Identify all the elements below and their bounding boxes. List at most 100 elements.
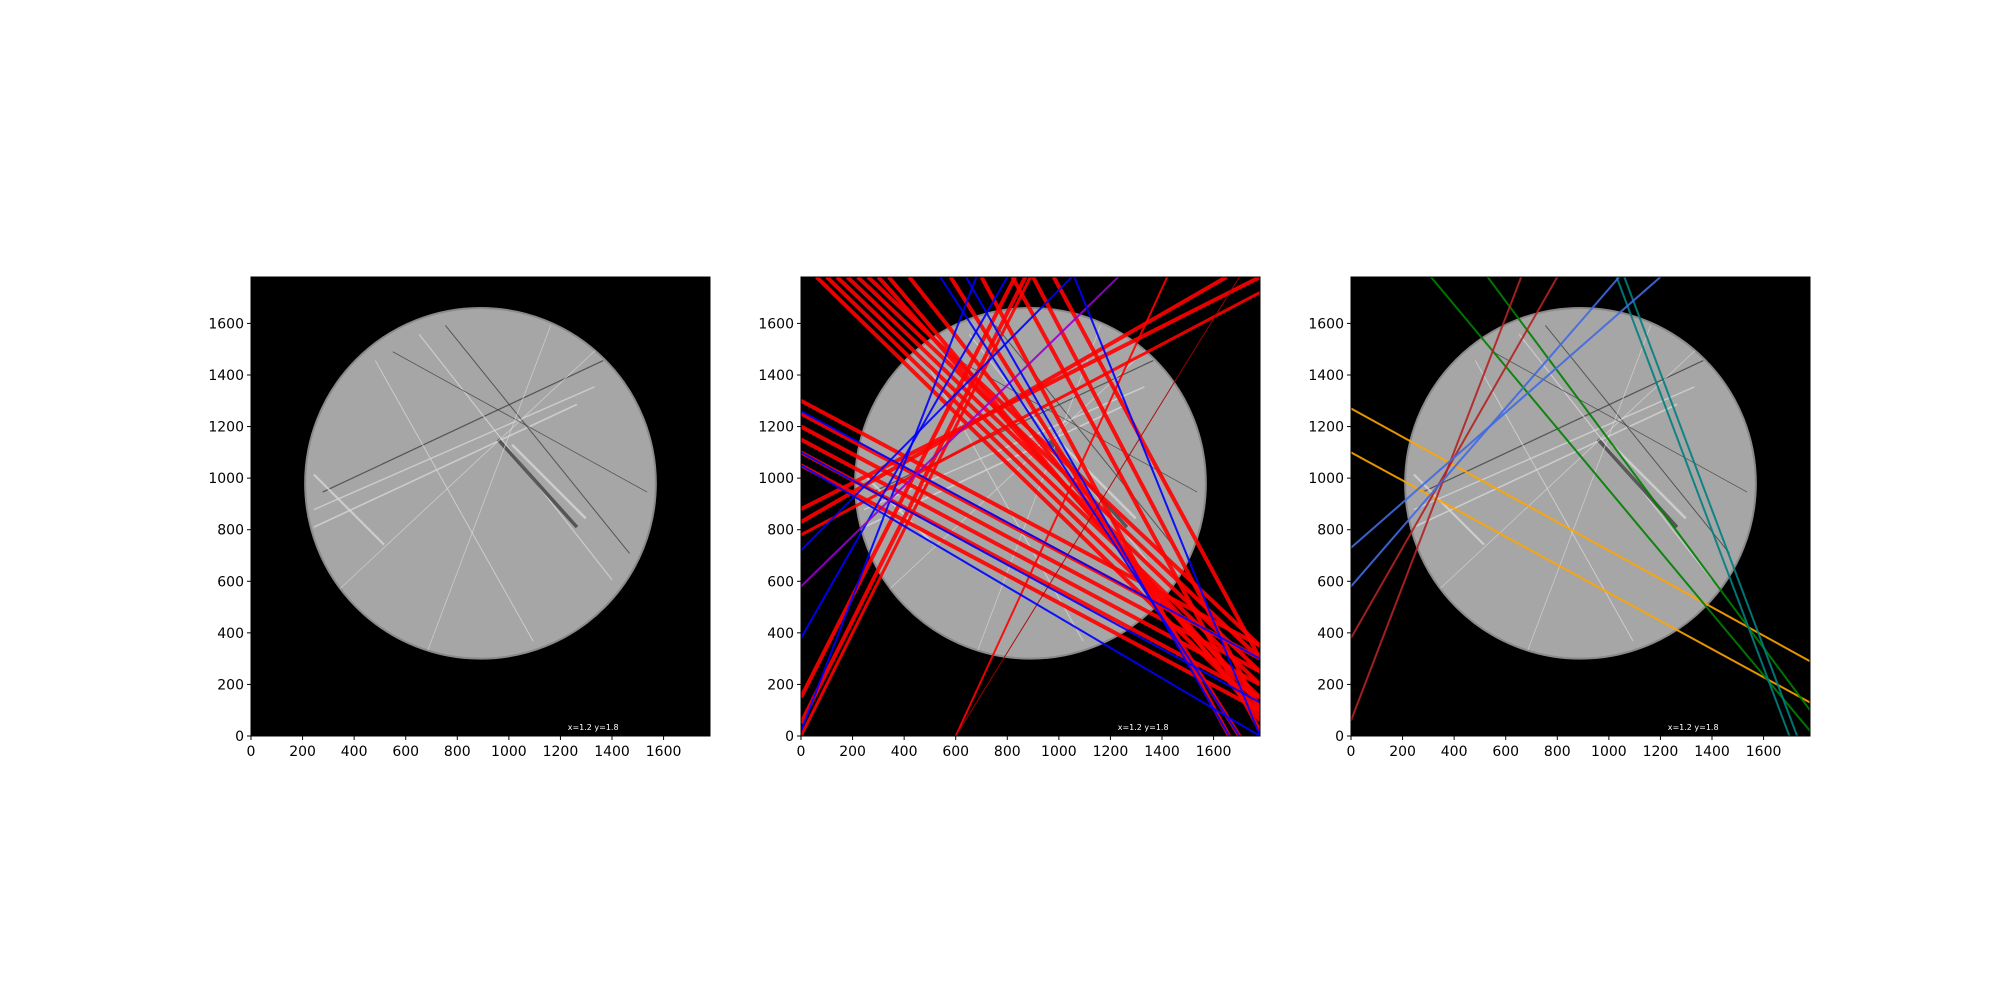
streak bbox=[496, 438, 579, 529]
x-tick-label: 200 bbox=[289, 744, 316, 760]
y-tick-label: 400 bbox=[1317, 626, 1344, 642]
axes-frame bbox=[800, 276, 1261, 737]
detected-line bbox=[801, 277, 1009, 639]
x-tick-label: 600 bbox=[1492, 744, 1519, 760]
streak bbox=[313, 386, 595, 511]
image-stamp: x=1.2 y=1.8 bbox=[1668, 723, 1719, 732]
streak bbox=[392, 351, 648, 493]
plot-area bbox=[1351, 277, 1810, 736]
x-tick-label: 0 bbox=[1347, 744, 1356, 760]
detected-line bbox=[801, 410, 1260, 660]
axes-frame bbox=[1350, 276, 1811, 737]
x-tick-label: 1600 bbox=[646, 744, 682, 760]
y-tick-label: 800 bbox=[217, 523, 244, 539]
detected-line bbox=[1073, 277, 1260, 736]
x-tick-label: 1000 bbox=[1591, 744, 1627, 760]
plot-area bbox=[251, 277, 710, 736]
image-stamp: x=1.2 y=1.8 bbox=[1118, 723, 1169, 732]
streak bbox=[1545, 325, 1730, 554]
x-tick-label: 1200 bbox=[543, 744, 579, 760]
y-tick-label: 600 bbox=[217, 574, 244, 590]
x-tick-label: 1400 bbox=[1694, 744, 1730, 760]
x-tick-label: 400 bbox=[891, 744, 918, 760]
detected-line bbox=[801, 424, 1260, 674]
detected-line bbox=[1051, 277, 1260, 660]
streak bbox=[339, 342, 604, 589]
detected-line bbox=[965, 277, 1230, 736]
streak bbox=[1061, 443, 1137, 520]
disk-texture bbox=[313, 325, 648, 651]
y-tick-label: 800 bbox=[767, 523, 794, 539]
detected-line bbox=[939, 277, 1241, 736]
x-tick-label: 600 bbox=[942, 744, 969, 760]
panel-original: x=1.2 y=1.8 0 200 400 600 800 1000 1200 1400 1600… bbox=[208, 276, 711, 760]
streak bbox=[427, 325, 552, 651]
detected-line bbox=[801, 277, 1260, 511]
detected-line bbox=[948, 277, 1242, 736]
streak bbox=[863, 473, 935, 546]
detected-line bbox=[1351, 407, 1810, 663]
x-tick-label: 800 bbox=[994, 744, 1021, 760]
y-tick-label: 600 bbox=[1317, 574, 1344, 590]
x-tick-label: 1400 bbox=[594, 744, 630, 760]
x-tick-label: 800 bbox=[444, 744, 471, 760]
detected-line bbox=[1351, 451, 1810, 704]
x-tick-label: 800 bbox=[1544, 744, 1571, 760]
y-tick-label: 0 bbox=[785, 729, 794, 745]
y-tick-label: 1600 bbox=[1308, 316, 1344, 332]
x-tick-label: 200 bbox=[1389, 744, 1416, 760]
streak bbox=[445, 325, 630, 554]
streak bbox=[1413, 403, 1678, 528]
detected-line bbox=[801, 277, 978, 732]
detected-line bbox=[1486, 277, 1810, 711]
sample-disk bbox=[304, 306, 657, 660]
x-tick-label: 1400 bbox=[1144, 744, 1180, 760]
y-tick-label: 400 bbox=[767, 626, 794, 642]
y-tick-label: 1400 bbox=[208, 368, 244, 384]
image-stamp: x=1.2 y=1.8 bbox=[568, 723, 619, 732]
x-tick-label: 1200 bbox=[1093, 744, 1129, 760]
detected-line bbox=[801, 451, 1260, 704]
panel-all-detected-lines: x=1.2 y=1.8 0 200 400 600 800 1000 1200 1400 1600… bbox=[758, 276, 1261, 760]
detected-line bbox=[801, 277, 1073, 552]
streak bbox=[1474, 360, 1634, 642]
x-tick-label: 400 bbox=[341, 744, 368, 760]
x-tick-label: 1600 bbox=[1196, 744, 1232, 760]
y-tick-label: 800 bbox=[1317, 523, 1344, 539]
detected-line bbox=[801, 277, 1119, 588]
x-tick-label: 1600 bbox=[1746, 744, 1782, 760]
x-tick-label: 1000 bbox=[491, 744, 527, 760]
detected-line bbox=[1430, 277, 1810, 732]
y-tick-label: 200 bbox=[1317, 677, 1344, 693]
detected-line bbox=[1351, 277, 1662, 549]
streak bbox=[1527, 325, 1652, 651]
streak bbox=[1611, 443, 1687, 520]
streak bbox=[322, 360, 604, 493]
x-tick-label: 0 bbox=[247, 744, 256, 760]
detected-line bbox=[1623, 277, 1799, 736]
y-tick-label: 0 bbox=[1335, 729, 1344, 745]
y-tick-label: 0 bbox=[235, 729, 244, 745]
y-tick-label: 1200 bbox=[758, 420, 794, 436]
detected-line bbox=[835, 277, 1260, 686]
streak bbox=[977, 325, 1102, 651]
detected-line bbox=[801, 277, 1017, 699]
y-tick-label: 400 bbox=[217, 626, 244, 642]
x-tick-label: 0 bbox=[797, 744, 806, 760]
streak bbox=[313, 473, 385, 546]
detected-line bbox=[1615, 277, 1791, 736]
detected-line bbox=[979, 277, 1231, 736]
streak bbox=[1413, 473, 1485, 546]
x-tick-label: 400 bbox=[1441, 744, 1468, 760]
y-tick-label: 200 bbox=[767, 677, 794, 693]
y-tick-label: 1000 bbox=[758, 471, 794, 487]
x-tick-label: 1200 bbox=[1643, 744, 1679, 760]
detected-line bbox=[801, 464, 1260, 736]
x-tick-label: 200 bbox=[839, 744, 866, 760]
detected-line bbox=[801, 399, 1260, 648]
x-tick-label: 1000 bbox=[1041, 744, 1077, 760]
detected-line bbox=[1010, 277, 1260, 732]
panel-selected-lines: x=1.2 y=1.8 0 200 400 600 800 1000 1200 1400 1600… bbox=[1308, 276, 1811, 760]
y-tick-label: 1200 bbox=[208, 420, 244, 436]
